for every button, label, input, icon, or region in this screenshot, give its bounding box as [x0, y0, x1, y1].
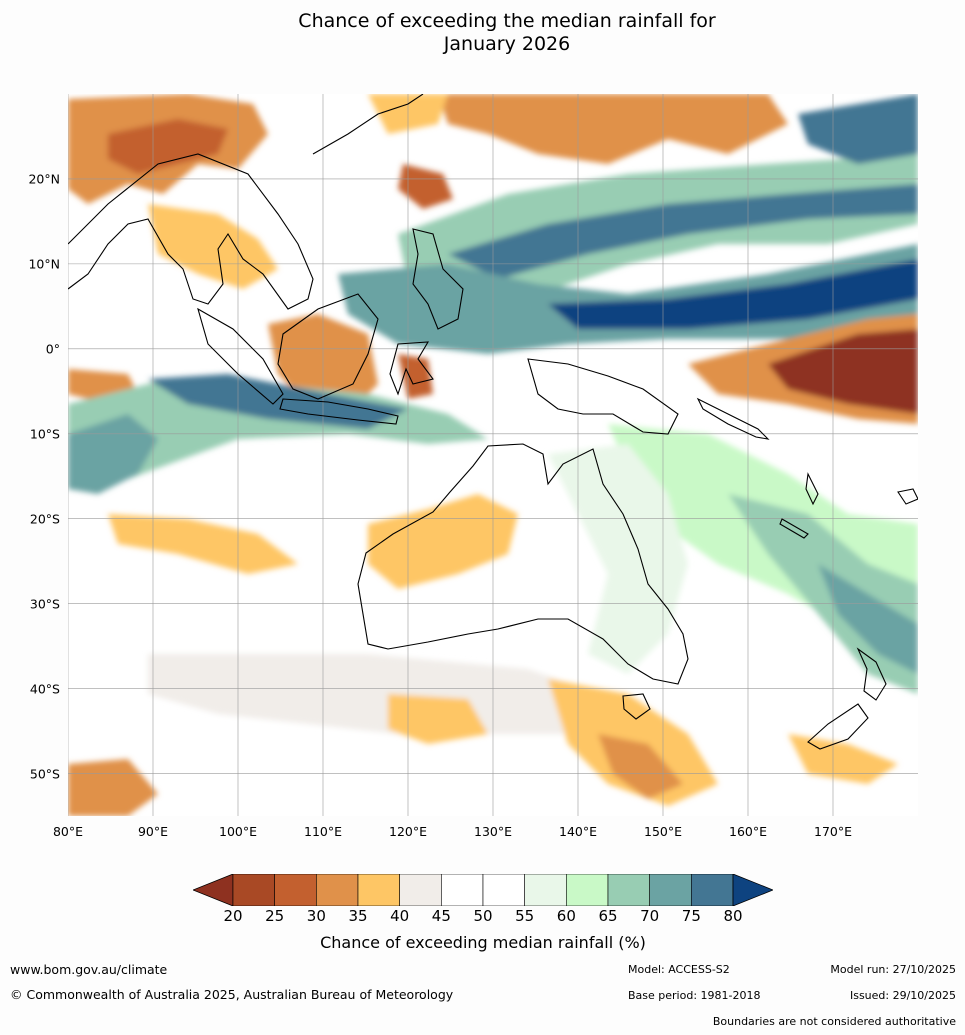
colorbar-over-arrow — [732, 874, 773, 906]
colorbar-tick-label: 25 — [265, 907, 285, 925]
colorbar-tick-label: 65 — [598, 907, 618, 925]
colorbar-tick-label: 70 — [640, 907, 660, 925]
latitude-label: 10°S — [29, 426, 60, 442]
colorbar-segment — [441, 874, 484, 906]
model-name: Model: ACCESS-S2 — [628, 963, 730, 976]
copyright-text: © Commonwealth of Australia 2025, Austra… — [10, 987, 454, 1002]
colorbar-segment — [566, 874, 609, 906]
longitude-label: 150°E — [643, 824, 683, 839]
colorbar-segment — [482, 874, 525, 906]
model-run-date: Model run: 27/10/2025 — [830, 963, 956, 976]
coastline-borneo — [277, 293, 379, 400]
longitude-label: 90°E — [137, 824, 169, 839]
longitude-label: 80°E — [52, 824, 84, 839]
colorbar-tick-label: 60 — [556, 907, 576, 925]
colorbar-segment — [649, 874, 692, 906]
coastline-new-guinea — [527, 358, 679, 435]
dry-region-western-australia — [368, 494, 518, 589]
coastline-vanuatu — [805, 472, 819, 506]
colorbar-tick-label: 55 — [515, 907, 535, 925]
dry-region-nz-south — [788, 734, 898, 784]
wet-region-light-northern-australia — [548, 444, 688, 674]
dry-region-se-asia-core — [108, 119, 228, 174]
coastline-sumatra — [197, 307, 284, 405]
longitude-label: 100°E — [218, 824, 258, 839]
boundary-disclaimer: Boundaries are not considered authoritat… — [712, 1015, 956, 1028]
longitude-label: 170°E — [813, 824, 853, 839]
colorbar-tick-label: 20 — [223, 907, 243, 925]
coastline-java — [279, 398, 399, 425]
colorbar-segment — [232, 874, 275, 906]
longitude-label: 130°E — [473, 824, 513, 839]
colorbar-segment — [274, 874, 317, 906]
colorbar-segment — [691, 874, 734, 906]
colorbar-segment — [357, 874, 400, 906]
colorbar — [193, 874, 773, 906]
colorbar-segment — [524, 874, 567, 906]
title-line-2: January 2026 — [443, 33, 571, 55]
coastline-new-zealand-south — [807, 703, 869, 750]
colorbar-tick-label: 50 — [473, 907, 493, 925]
colorbar-segment — [316, 874, 359, 906]
dry-region-sulawesi — [398, 354, 433, 399]
coastline-tasmania — [622, 693, 651, 720]
coastline-philippines — [412, 228, 464, 330]
latitude-label: 20°N — [28, 171, 60, 187]
colorbar-tick-label: 40 — [390, 907, 410, 925]
coastlines — [68, 94, 918, 750]
coastline-new-zealand-north — [856, 647, 887, 701]
dry-region-southwest — [68, 759, 158, 816]
chart-title: Chance of exceeding the median rainfall … — [0, 10, 965, 56]
longitude-label: 160°E — [728, 824, 768, 839]
colorbar-segment — [399, 874, 442, 906]
wet-region-north-pacific — [798, 94, 918, 164]
longitude-label: 110°E — [303, 824, 343, 839]
title-line-1: Chance of exceeding the median rainfall … — [298, 10, 716, 32]
dry-region-taiwan — [398, 164, 453, 209]
colorbar-tick-label: 30 — [306, 907, 326, 925]
dry-region-indian-ocean-20s — [108, 514, 298, 574]
coastline-solomon-islands — [696, 397, 770, 440]
latitude-label: 30°S — [29, 596, 60, 612]
coastline-new-caledonia — [779, 518, 809, 539]
coastline-fiji — [897, 488, 918, 505]
coastline-mainland-asia — [68, 153, 314, 310]
coastline-sulawesi — [389, 341, 434, 396]
graticule — [68, 94, 918, 816]
latitude-label: 50°S — [29, 766, 60, 782]
longitude-label: 140°E — [558, 824, 598, 839]
map-canvas — [68, 94, 918, 816]
coastline-australia — [357, 443, 689, 685]
latitude-label: 20°S — [29, 511, 60, 527]
colorbar-segment — [607, 874, 650, 906]
dry-region-sw-offshore — [388, 694, 488, 744]
colorbar-tick-label: 45 — [431, 907, 451, 925]
latitude-label: 0° — [45, 341, 60, 357]
colorbar-tick-label: 35 — [348, 907, 368, 925]
dry-region-indochina — [148, 204, 278, 289]
longitude-label: 120°E — [388, 824, 428, 839]
wet-band-equatorial-inner — [548, 259, 918, 329]
wet-band-equatorial-outer — [338, 244, 918, 354]
colorbar-tick-label: 80 — [723, 907, 743, 925]
latitude-label: 40°S — [29, 681, 60, 697]
wet-band-java-inner — [148, 374, 408, 429]
dry-region-southern-ocean-core — [598, 734, 683, 799]
colorbar-label: Chance of exceeding median rainfall (%) — [320, 933, 646, 952]
wet-region-tasman-core — [818, 564, 918, 674]
coastline-china-east — [312, 94, 424, 155]
latitude-label: 10°N — [28, 256, 60, 272]
forecast-map — [68, 94, 918, 816]
rainfall-anomaly-fields — [68, 94, 918, 816]
colorbar-under-arrow — [193, 874, 234, 906]
issued-date: Issued: 29/10/2025 — [849, 989, 956, 1002]
dry-region-central-pacific-core — [768, 329, 918, 414]
base-period: Base period: 1981-2018 — [628, 989, 761, 1002]
dry-region-china-coast — [438, 94, 788, 164]
website-link[interactable]: www.bom.gov.au/climate — [10, 962, 168, 977]
wet-band-north-inner — [448, 184, 918, 279]
colorbar-tick-label: 75 — [681, 907, 701, 925]
